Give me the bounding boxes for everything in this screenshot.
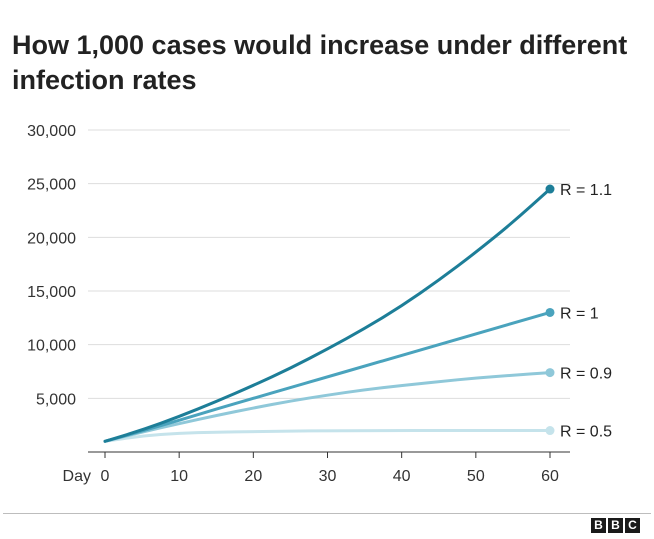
- logo-letter: B: [608, 518, 623, 533]
- y-tick-label: 25,000: [27, 177, 76, 194]
- series-line: [103, 429, 552, 443]
- gridlines: [88, 129, 570, 399]
- series-end-point: [545, 368, 555, 378]
- chart-title: How 1,000 cases would increase under dif…: [12, 30, 628, 95]
- logo-letter: B: [591, 518, 606, 533]
- x-tick-label: 30: [319, 468, 337, 485]
- y-tick-label: 10,000: [27, 338, 76, 355]
- series-label: R = 1: [560, 305, 599, 322]
- x-tick-label: 50: [467, 468, 485, 485]
- series-lines: [103, 184, 555, 443]
- logo-letter: C: [625, 518, 640, 533]
- series-end-point: [545, 184, 555, 194]
- footer-divider: [3, 513, 651, 514]
- series-line: [103, 310, 552, 443]
- x-tick-label: 20: [244, 468, 262, 485]
- series-label: R = 0.9: [560, 366, 612, 383]
- x-axis-label: Day: [63, 468, 91, 485]
- x-tick-label: 40: [393, 468, 411, 485]
- x-tick-label: 0: [101, 468, 110, 485]
- series-end-point: [545, 307, 555, 317]
- x-axis: 0 10 20 30 40 50 60 Day: [63, 451, 570, 485]
- series-labels: R = 0.5 R = 0.9 R = 1 R = 1.1: [560, 182, 612, 441]
- bbc-logo: B B C: [591, 518, 640, 533]
- x-tick-label: 10: [170, 468, 188, 485]
- series-label: R = 1.1: [560, 182, 612, 199]
- series-line: [103, 187, 552, 443]
- x-tick-label: 60: [541, 468, 559, 485]
- y-tick-label: 20,000: [27, 230, 76, 247]
- y-tick-label: 30,000: [27, 123, 76, 140]
- series-line: [103, 371, 552, 443]
- y-tick-label: 15,000: [27, 284, 76, 301]
- series-label: R = 0.5: [560, 424, 612, 441]
- y-axis-ticks: 5,000 10,000 15,000 20,000 25,000 30,000: [27, 123, 76, 408]
- y-tick-label: 5,000: [36, 391, 76, 408]
- series-end-point: [545, 426, 555, 436]
